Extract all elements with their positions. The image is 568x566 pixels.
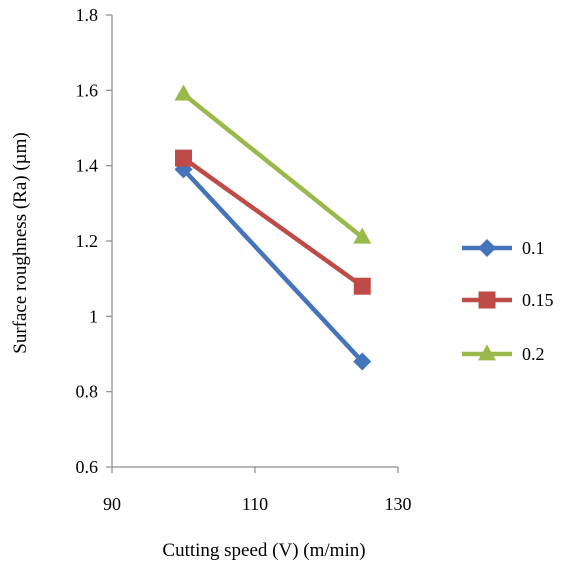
data-point [175, 149, 192, 167]
series-line [182, 156, 364, 289]
x-tick-label: 130 [385, 494, 412, 514]
y-tick-label: 1 [89, 306, 98, 326]
legend-swatch-marker [478, 291, 496, 309]
legend-label: 0.2 [522, 344, 545, 364]
series-group [174, 84, 372, 371]
legend: 0.1 0.15 0.2 [462, 238, 554, 364]
series-0-1 [174, 160, 372, 371]
series-0-15 [175, 149, 371, 295]
x-tick-label: 110 [242, 494, 268, 514]
data-point [174, 84, 193, 101]
legend-swatch-marker [478, 239, 496, 257]
legend-item: 0.1 [462, 238, 545, 258]
legend-label: 0.1 [522, 238, 545, 258]
data-point [353, 277, 371, 295]
y-axis-title: Surface roughness (Ra) (µm) [10, 132, 31, 353]
y-tick-label: 1.4 [76, 156, 99, 176]
legend-swatch-marker [478, 344, 496, 361]
x-axis-title: Cutting speed (V) (m/min) [162, 540, 365, 561]
y-tick-label: 0.8 [76, 382, 99, 402]
legend-item: 0.15 [462, 290, 554, 310]
legend-label: 0.15 [522, 290, 554, 310]
y-tick-label: 1.6 [76, 80, 99, 100]
series-line [181, 167, 364, 364]
y-tick-label: 1.2 [76, 231, 99, 251]
series-line [182, 92, 364, 239]
x-tick-label: 90 [103, 494, 121, 514]
x-axis-ticks: 90 110 130 [103, 467, 412, 514]
data-point [353, 227, 372, 244]
y-axis-ticks: 0.6 0.8 1 1.2 1.4 1.6 1.8 [76, 5, 112, 477]
legend-item: 0.2 [462, 344, 545, 364]
y-tick-label: 0.6 [76, 457, 99, 477]
series-0-2 [174, 84, 372, 244]
data-point [353, 352, 372, 371]
y-tick-label: 1.8 [76, 5, 99, 25]
